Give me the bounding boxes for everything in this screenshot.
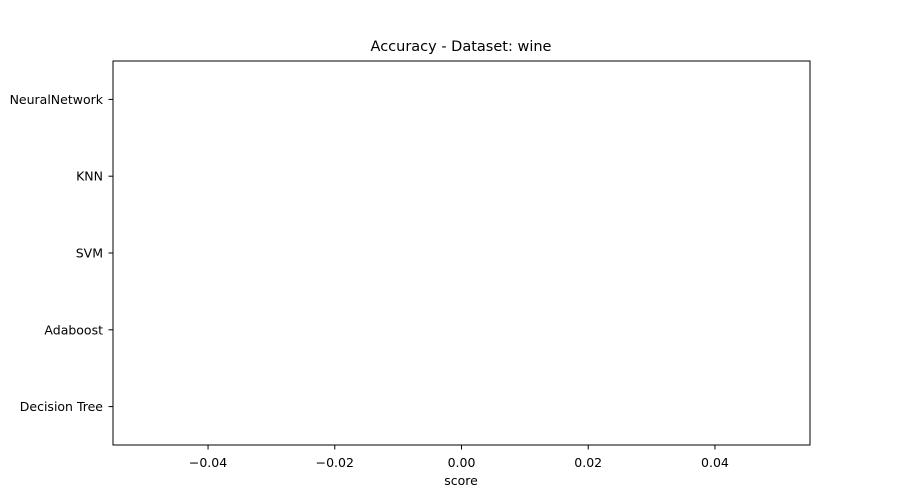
y-axis: Decision Tree Adaboost SVM KNN NeuralNetwork: [10, 92, 113, 414]
x-tick-label: 0.02: [574, 455, 602, 470]
y-tick-label: Adaboost: [44, 322, 103, 337]
chart-title: Accuracy - Dataset: wine: [371, 39, 552, 55]
x-tick-label: 0.00: [448, 455, 476, 470]
x-axis: −0.04 −0.02 0.00 0.02 0.04: [189, 445, 729, 470]
x-tick-label: 0.04: [701, 455, 729, 470]
x-axis-label: score: [444, 473, 478, 488]
axes-frame: [112, 60, 811, 446]
y-tick-label: SVM: [76, 246, 103, 261]
x-tick-label: −0.02: [316, 455, 354, 470]
y-tick-label: NeuralNetwork: [10, 92, 104, 107]
y-tick-label: Decision Tree: [20, 399, 104, 414]
y-tick-label: KNN: [76, 169, 103, 184]
x-tick-label: −0.04: [189, 455, 227, 470]
